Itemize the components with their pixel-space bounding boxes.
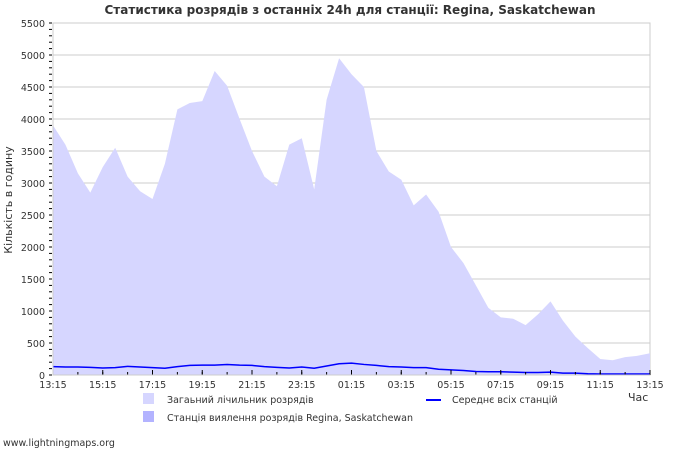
x-tick-label: 05:15 (437, 380, 464, 391)
x-tick-label: 13:15 (39, 380, 66, 391)
x-tick-label: 21:15 (238, 380, 265, 391)
x-tick-label: 23:15 (288, 380, 315, 391)
y-tick-label: 4500 (21, 83, 45, 94)
chart-title: Статистика розрядів з останніх 24h для с… (105, 3, 596, 17)
y-tick-label: 500 (27, 339, 45, 350)
y-tick-label: 0 (39, 371, 45, 382)
x-tick-label: 15:15 (89, 380, 116, 391)
x-tick-label: 13:15 (636, 380, 663, 391)
legend-swatch-total (143, 393, 154, 404)
y-tick-label: 2000 (21, 243, 45, 254)
y-tick-label: 5000 (21, 51, 45, 62)
y-tick-label: 4000 (21, 115, 45, 126)
x-axis-label: Час (628, 391, 648, 404)
y-tick-label: 2500 (21, 211, 45, 222)
x-tick-label: 01:15 (338, 380, 365, 391)
watermark: www.lightningmaps.org (3, 438, 115, 449)
y-tick-label: 1000 (21, 307, 45, 318)
legend-swatch-station (143, 411, 154, 422)
series-area-0 (53, 58, 650, 375)
x-tick-label: 19:15 (189, 380, 216, 391)
legend-label-station: Станція виялення розрядів Regina, Saskat… (167, 413, 413, 424)
y-axis-label: Кількість в годину (2, 146, 15, 254)
legend-label-average: Середнє всіх станцій (452, 395, 558, 406)
x-tick-label: 09:15 (537, 380, 564, 391)
x-tick-label: 11:15 (587, 380, 614, 391)
y-tick-label: 3500 (21, 147, 45, 158)
legend-label-total: Загаьний лічильник розрядів (167, 395, 314, 406)
x-tick-label: 03:15 (388, 380, 415, 391)
y-tick-label: 5500 (21, 19, 45, 30)
y-tick-label: 1500 (21, 275, 45, 286)
x-tick-label: 17:15 (139, 380, 166, 391)
y-tick-label: 3000 (21, 179, 45, 190)
x-tick-label: 07:15 (487, 380, 514, 391)
